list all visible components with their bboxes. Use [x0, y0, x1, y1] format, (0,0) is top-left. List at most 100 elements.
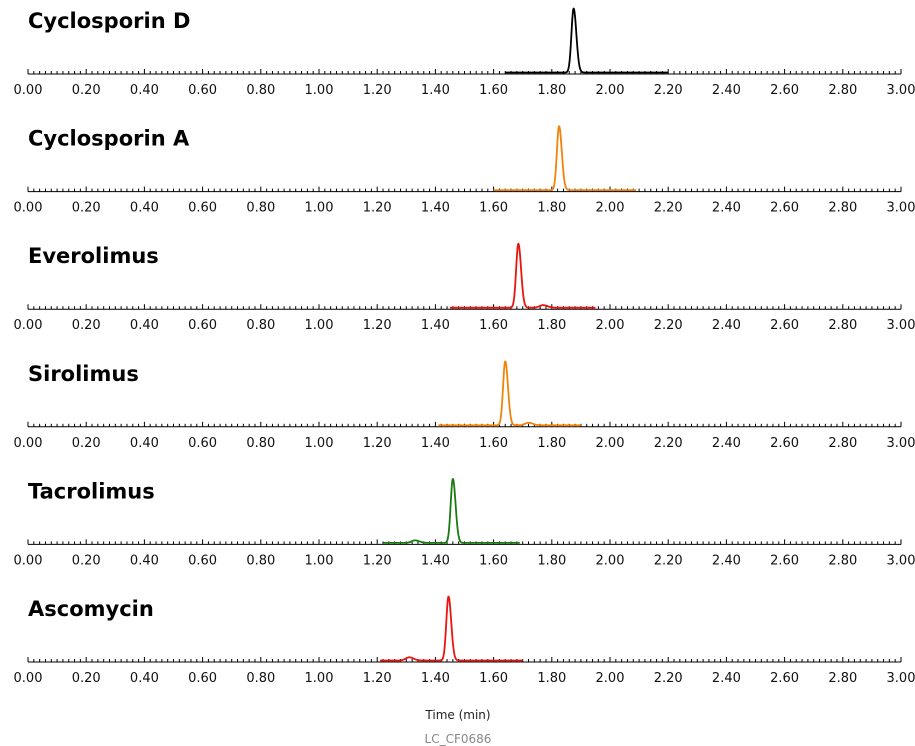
chromatogram-trace [379, 595, 524, 662]
x-tick-label: 0.60 [188, 83, 217, 98]
x-tick-label: 2.00 [596, 83, 625, 98]
x-tick-label: 2.20 [654, 318, 683, 333]
x-tick-label: 1.60 [479, 553, 508, 568]
x-tick-label: 2.80 [828, 671, 857, 686]
x-tick-label: 1.20 [363, 318, 392, 333]
x-tick-label: 2.00 [596, 671, 625, 686]
x-tick-label: 1.40 [421, 201, 450, 216]
chromatogram-panel: Cyclosporin A 0.00 0.20 0.40 0.60 0.80 1.00 1.2… [14, 125, 915, 216]
x-tick-label: 2.80 [828, 83, 857, 98]
x-tick-label: 1.20 [363, 436, 392, 451]
x-tick-label: 1.60 [479, 201, 508, 216]
x-tick-label: 2.20 [654, 436, 683, 451]
x-tick-label: 0.20 [72, 201, 101, 216]
x-tick-label: 2.60 [770, 83, 799, 98]
x-tick-label: 1.00 [305, 553, 334, 568]
x-tick-label: 3.00 [887, 553, 915, 568]
x-tick-label: 2.60 [770, 318, 799, 333]
x-tick-label: 3.00 [887, 201, 915, 216]
chromatogram-panel: Ascomycin 0.00 0.20 0.40 0.60 0.80 1.00 1.20 1.4… [14, 595, 915, 686]
x-tick-label: 2.20 [654, 201, 683, 216]
x-tick-label: 1.60 [479, 436, 508, 451]
x-tick-label: 2.00 [596, 318, 625, 333]
x-tick-label: 0.20 [72, 436, 101, 451]
x-tick-label: 2.40 [712, 436, 741, 451]
x-tick-label: 3.00 [887, 83, 915, 98]
x-tick-label: 0.00 [14, 553, 43, 568]
x-tick-label: 1.40 [421, 436, 450, 451]
panel-title: Ascomycin [28, 597, 154, 621]
x-tick-label: 2.80 [828, 201, 857, 216]
x-tick-label: 0.00 [14, 318, 43, 333]
x-tick-label: 0.40 [130, 201, 159, 216]
x-tick-label: 0.80 [246, 553, 275, 568]
x-tick-label: 3.00 [887, 436, 915, 451]
panel-title: Cyclosporin D [28, 9, 190, 33]
x-tick-label: 0.20 [72, 83, 101, 98]
x-tick-label: 1.60 [479, 83, 508, 98]
x-tick-label: 0.80 [246, 436, 275, 451]
x-tick-label: 1.40 [421, 83, 450, 98]
x-tick-label: 2.40 [712, 201, 741, 216]
panel-title: Sirolimus [28, 362, 139, 386]
x-tick-label: 1.40 [421, 318, 450, 333]
x-tick-label: 1.20 [363, 671, 392, 686]
chromatogram-panel: Sirolimus 0.00 0.20 0.40 0.60 0.80 1.00 1.20 1.4… [14, 360, 915, 451]
x-tick-label: 0.60 [188, 671, 217, 686]
x-tick-label: 2.60 [770, 553, 799, 568]
x-tick-label: 2.80 [828, 318, 857, 333]
panel-title: Everolimus [28, 244, 159, 268]
x-tick-label: 1.20 [363, 201, 392, 216]
x-tick-label: 1.80 [537, 436, 566, 451]
chromatogram-trace [437, 360, 582, 427]
x-tick-label: 0.40 [130, 318, 159, 333]
x-tick-label: 1.60 [479, 671, 508, 686]
x-tick-label: 2.80 [828, 553, 857, 568]
chromatogram-trace [493, 125, 637, 192]
x-tick-label: 1.40 [421, 671, 450, 686]
chromatogram-panel: Cyclosporin D 0.00 0.20 0.40 0.60 0.80 1.00 1.2… [14, 7, 915, 98]
x-tick-label: 2.60 [770, 201, 799, 216]
chromatogram-trace [449, 242, 596, 309]
x-tick-label: 1.20 [363, 553, 392, 568]
panel-title: Tacrolimus [28, 479, 155, 503]
x-tick-label: 2.40 [712, 671, 741, 686]
x-tick-label: 0.40 [130, 436, 159, 451]
x-tick-label: 1.60 [479, 318, 508, 333]
x-tick-label: 2.00 [596, 436, 625, 451]
x-tick-label: 2.00 [596, 553, 625, 568]
chromatogram-panel: Tacrolimus 0.00 0.20 0.40 0.60 0.80 1.00 1.20 1.… [14, 478, 915, 568]
x-tick-label: 0.60 [188, 201, 217, 216]
chromatogram-trace [382, 478, 521, 544]
x-tick-label: 0.60 [188, 436, 217, 451]
x-tick-label: 0.00 [14, 436, 43, 451]
panel-title: Cyclosporin A [28, 127, 190, 151]
x-tick-label: 1.40 [421, 553, 450, 568]
x-tick-label: 2.60 [770, 436, 799, 451]
chromatogram-panels: Cyclosporin D 0.00 0.20 0.40 0.60 0.80 1.00 1.2… [14, 7, 915, 686]
x-tick-label: 2.40 [712, 553, 741, 568]
chromatogram-panel: Everolimus 0.00 0.20 0.40 0.60 0.80 1.00 1.20 1.… [14, 242, 915, 333]
x-tick-label: 0.40 [130, 83, 159, 98]
x-tick-label: 3.00 [887, 318, 915, 333]
x-tick-label: 1.80 [537, 553, 566, 568]
x-tick-label: 2.00 [596, 201, 625, 216]
x-tick-label: 0.60 [188, 553, 217, 568]
x-tick-label: 2.20 [654, 83, 683, 98]
x-tick-label: 1.80 [537, 671, 566, 686]
x-tick-label: 0.40 [130, 553, 159, 568]
x-tick-label: 0.60 [188, 318, 217, 333]
x-axis-label: Time (min) [424, 708, 490, 722]
x-tick-label: 0.00 [14, 83, 43, 98]
x-tick-label: 1.80 [537, 201, 566, 216]
x-tick-label: 0.20 [72, 671, 101, 686]
x-tick-label: 0.00 [14, 201, 43, 216]
x-tick-label: 2.40 [712, 318, 741, 333]
x-tick-label: 1.80 [537, 83, 566, 98]
x-tick-label: 3.00 [887, 671, 915, 686]
x-tick-label: 2.20 [654, 671, 683, 686]
x-tick-label: 1.00 [305, 671, 334, 686]
x-tick-label: 1.00 [305, 318, 334, 333]
figure-code: LC_CF0686 [425, 732, 492, 746]
